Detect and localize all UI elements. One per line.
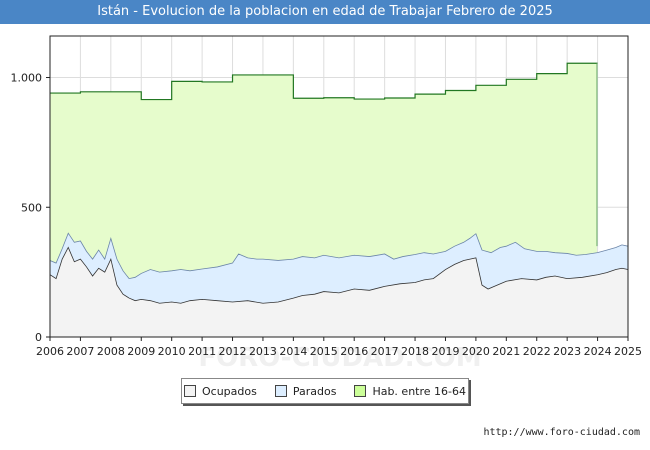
axes: 2006 2007 2008 2009 2010 2011 2012 2013 2014 2015… xyxy=(11,35,642,358)
series-line-habitantes xyxy=(50,62,598,101)
legend-swatch xyxy=(354,385,367,397)
x-tick-label: 2020 xyxy=(462,345,490,358)
x-tick-label: 2023 xyxy=(553,345,581,358)
x-tick-label: 2008 xyxy=(97,345,125,358)
x-tick-label: 2014 xyxy=(279,345,307,358)
chart-title: Istán - Evolucion de la poblacion en eda… xyxy=(0,0,650,24)
legend-label: Hab. entre 16-64 xyxy=(372,384,466,398)
x-tick-label: 2007 xyxy=(66,345,94,358)
x-tick-label: 2011 xyxy=(188,345,216,358)
x-tick-label: 2021 xyxy=(492,345,520,358)
x-tick-label: 2006 xyxy=(36,345,64,358)
watermark-text: FORO-CIUDAD.COM xyxy=(198,343,481,373)
x-tick-label: 2012 xyxy=(219,345,247,358)
x-tick-label: 2013 xyxy=(249,345,277,358)
legend-label: Ocupados xyxy=(201,384,257,398)
series-line-parados xyxy=(49,232,629,280)
x-tick-label: 2018 xyxy=(401,345,429,358)
legend-item-parados: Parados xyxy=(274,384,337,398)
x-tick-label: 2025 xyxy=(614,345,642,358)
x-tick-label: 2017 xyxy=(371,345,399,358)
x-tick-label: 2010 xyxy=(158,345,186,358)
x-tick-label: 2024 xyxy=(584,345,612,358)
y-tick-label: 500 xyxy=(21,201,42,214)
series-line-ocupados xyxy=(49,246,629,304)
legend-label: Parados xyxy=(292,384,337,398)
series-areas xyxy=(50,63,628,337)
plot-frame xyxy=(49,35,629,338)
legend-item-ocupados: Ocupados xyxy=(183,384,257,398)
x-tick-label: 2009 xyxy=(127,345,155,358)
x-tick-label: 2015 xyxy=(310,345,338,358)
legend-item-habitantes: Hab. entre 16-64 xyxy=(354,385,466,398)
legend: Ocupados Parados Hab. entre 16-64 xyxy=(181,378,469,404)
y-tick-label: 1.000 xyxy=(11,72,43,85)
legend-swatch xyxy=(183,385,196,397)
x-tick-label: 2019 xyxy=(431,345,459,358)
series-lines xyxy=(49,62,629,304)
source-url[interactable]: http://www.foro-ciudad.com xyxy=(483,427,640,438)
series-area-ocupados xyxy=(50,247,628,337)
x-tick-label: 2016 xyxy=(340,345,368,358)
x-tick-label: 2022 xyxy=(523,345,551,358)
legend-swatch xyxy=(274,385,287,397)
y-tick-label: 0 xyxy=(35,331,42,344)
